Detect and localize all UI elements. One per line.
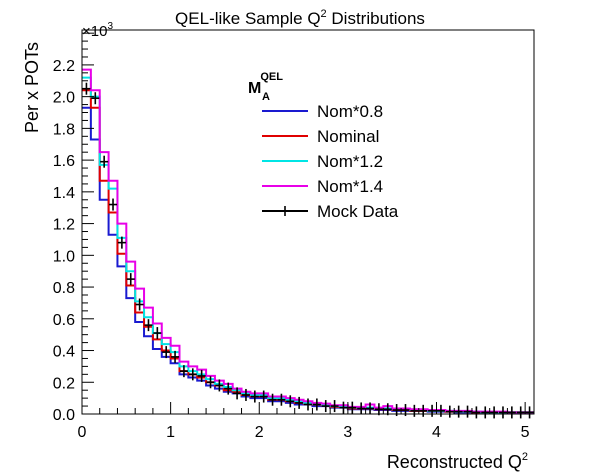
x-tick-label: 5 — [521, 424, 530, 441]
legend-label: Nom*1.4 — [317, 177, 383, 196]
x-tick-label: 3 — [343, 424, 352, 441]
y-tick-label: 0.6 — [53, 312, 75, 329]
legend-header: MQEL — [248, 71, 283, 97]
x-tick-label: 2 — [255, 424, 264, 441]
y-tick-label: 1.0 — [53, 248, 75, 265]
axis-layer: 0 1 2 3 4 5 0.0 0.2 0.4 0.6 0.8 1.0 1.2 1.4 1.6 1.8 2.0 2… — [53, 29, 535, 441]
series-layer — [82, 68, 534, 419]
y-tick-label: 0.4 — [53, 344, 75, 361]
y-tick-label: 1.6 — [53, 153, 75, 170]
y-tick-label: 1.2 — [53, 217, 75, 234]
x-axis-label-sup: 2 — [522, 451, 528, 463]
x-tick-label: 1 — [166, 424, 175, 441]
y-tick-label: 1.4 — [53, 185, 75, 202]
y-tick-label: 0.0 — [53, 407, 75, 424]
legend-label: Nominal — [317, 127, 379, 146]
x-tick-label: 4 — [432, 424, 441, 441]
chart-title-sup: 2 — [321, 8, 327, 20]
legend-entry: Mock Data — [262, 202, 399, 221]
x-axis-label: Reconstructed Q2 — [387, 451, 528, 472]
y-multiplier-exp: 3 — [107, 21, 113, 32]
series-nom-1-2 — [82, 76, 534, 414]
y-tick-label: 0.2 — [53, 375, 75, 392]
chart-title: QEL-like Sample Q2 Distributions — [175, 8, 425, 28]
legend-entry: Nom*0.8 — [262, 102, 383, 121]
y-tick-label: 2.0 — [53, 90, 75, 107]
plot-frame — [81, 29, 535, 415]
chart-title-main: QEL-like Sample Q — [175, 9, 321, 28]
legend-entry: Nom*1.2 — [262, 152, 383, 171]
legend-label: Nom*1.2 — [317, 152, 383, 171]
y-tick-label: 2.2 — [53, 58, 75, 75]
series-mock-data — [82, 82, 534, 419]
x-axis-label-main: Reconstructed Q — [387, 452, 522, 472]
legend-entry: Nominal — [262, 127, 379, 146]
y-multiplier: ×103 — [82, 21, 113, 40]
series-nom-1-4 — [82, 68, 534, 414]
y-multiplier-base: ×10 — [82, 23, 107, 40]
x-tick-label: 0 — [78, 424, 87, 441]
series-nominal — [82, 89, 534, 414]
y-tick-label: 0.8 — [53, 280, 75, 297]
legend-entry: Nom*1.4 — [262, 177, 383, 196]
y-axis-label: Per x POTs — [22, 42, 42, 133]
legend-label: Mock Data — [317, 202, 399, 221]
series-nom-0-8 — [82, 106, 534, 414]
y-tick-label: 1.8 — [53, 121, 75, 138]
chart-title-tail: Distributions — [327, 9, 425, 28]
legend-label: Nom*0.8 — [317, 102, 383, 121]
legend-header-sub: A — [262, 91, 270, 103]
